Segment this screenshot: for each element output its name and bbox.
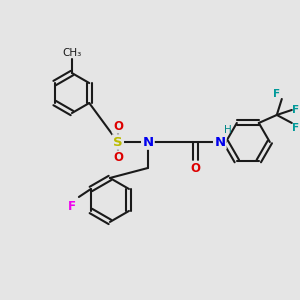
Text: O: O <box>191 162 201 175</box>
Text: CH₃: CH₃ <box>62 48 82 58</box>
Text: F: F <box>273 89 280 99</box>
Text: O: O <box>113 152 123 164</box>
Text: F: F <box>68 200 76 213</box>
Text: H: H <box>224 125 232 135</box>
Text: N: N <box>142 136 154 148</box>
Text: S: S <box>113 136 123 148</box>
Text: F: F <box>292 105 299 115</box>
Text: F: F <box>292 123 299 133</box>
Text: N: N <box>214 136 225 148</box>
Text: O: O <box>113 119 123 133</box>
